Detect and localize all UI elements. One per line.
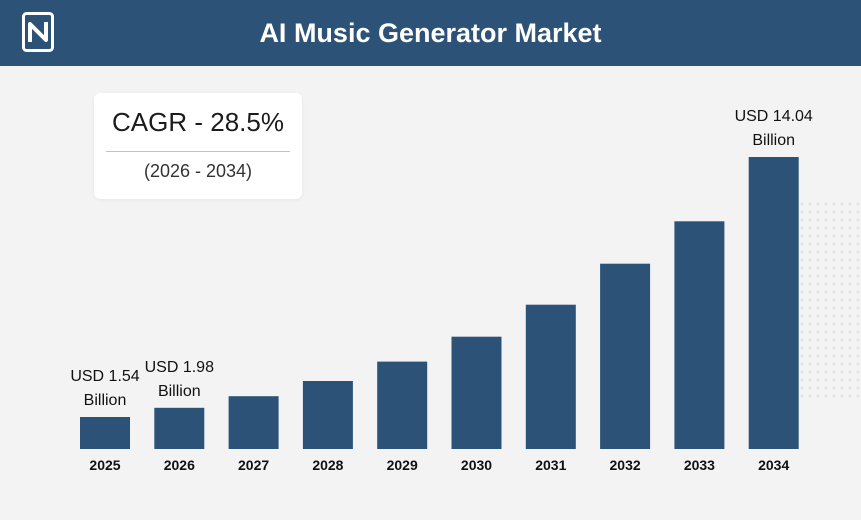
brand-logo-icon: [22, 12, 54, 52]
x-tick-label: 2030: [461, 457, 492, 473]
bar-2030: [451, 336, 502, 449]
x-tick-label: 2032: [610, 457, 641, 473]
decorative-dot-pattern: [790, 200, 861, 400]
bar-2028: [302, 381, 353, 449]
bar-2034: [748, 157, 799, 449]
bar-2025: [80, 417, 130, 449]
x-tick-label: 2031: [535, 457, 566, 473]
data-label: USD 14.04: [735, 108, 813, 125]
x-tick-label: 2029: [387, 457, 418, 473]
x-tick-label: 2033: [684, 457, 715, 473]
bar-2033: [674, 221, 725, 449]
x-tick-label: 2025: [89, 457, 120, 473]
cagr-period: (2026 - 2034): [143, 161, 253, 181]
data-label: Billion: [752, 132, 795, 149]
bar-2029: [377, 361, 428, 449]
cagr-card: CAGR - 28.5% (2026 - 2034): [94, 93, 302, 199]
cagr-divider: [106, 151, 290, 152]
data-label: USD 1.54: [70, 368, 139, 385]
x-tick-label: 2034: [758, 457, 789, 473]
cagr-value: CAGR - 28.5%: [112, 107, 284, 137]
x-tick-label: 2026: [164, 457, 195, 473]
bar-2031: [525, 304, 576, 449]
bar-2026: [154, 407, 205, 449]
x-tick-label: 2028: [312, 457, 343, 473]
x-tick-label: 2027: [238, 457, 269, 473]
data-label: Billion: [158, 383, 201, 400]
data-label: Billion: [84, 392, 127, 409]
chart-title: AI Music Generator Market: [259, 18, 602, 48]
header-bar: AI Music Generator Market: [0, 0, 861, 66]
data-label: USD 1.98: [145, 359, 214, 376]
bar-2027: [228, 396, 279, 449]
bar-2032: [600, 263, 651, 449]
